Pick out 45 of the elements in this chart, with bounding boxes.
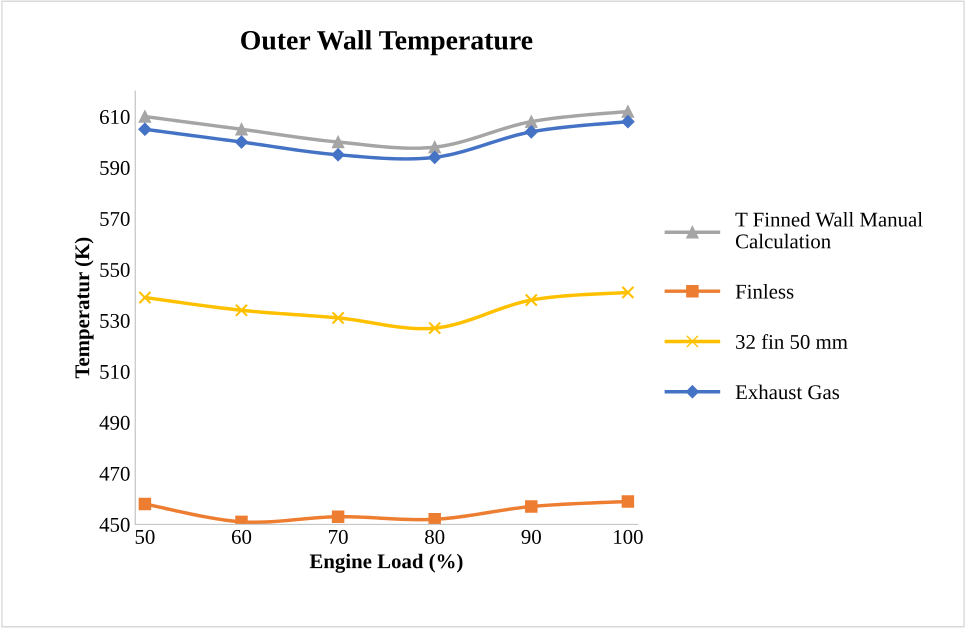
y-tick-label: 570 [100, 212, 130, 226]
x-tick-label: 60 [232, 530, 252, 544]
x-tick-label: 50 [136, 530, 155, 544]
legend-label: T Finned Wall Manual Calculation [735, 212, 923, 248]
point [524, 293, 538, 307]
point [138, 122, 152, 136]
y-tick-label: 550 [100, 262, 130, 277]
y-tick-label: 510 [100, 364, 130, 379]
point [332, 136, 344, 148]
y-tick-label: 530 [100, 314, 130, 328]
point [621, 286, 634, 300]
legend-label: Exhaust Gas [736, 384, 840, 400]
point [428, 513, 441, 524]
legend-label: 32 fin 50 mm [736, 334, 848, 349]
point [622, 105, 634, 118]
point [525, 500, 538, 513]
point [332, 148, 345, 162]
y-tick-label: 590 [100, 160, 130, 175]
chart-title: Outer Wall Temperature [241, 30, 532, 56]
point [524, 125, 538, 138]
point [428, 322, 442, 335]
point [622, 495, 634, 508]
x-tick-label: 90 [522, 530, 541, 544]
point [332, 311, 345, 325]
x-tick-label: 70 [329, 530, 348, 544]
point [138, 290, 152, 304]
point [332, 510, 344, 523]
x-tick-label: 100 [614, 530, 643, 544]
point [235, 123, 248, 136]
point [428, 150, 442, 164]
y-tick-label: 450 [100, 518, 130, 532]
legend-label: Finless [736, 284, 794, 299]
x-axis-title: Engine Load (%) [310, 554, 462, 573]
y-tick-label: 490 [100, 416, 130, 430]
point [138, 498, 152, 510]
point [525, 115, 538, 128]
y-tick-label: 610 [100, 110, 130, 124]
point [428, 140, 441, 154]
point [621, 115, 634, 128]
point [234, 135, 248, 149]
point [138, 110, 152, 123]
y-tick-label: 470 [100, 466, 130, 481]
y-axis-title: Temperatur (K) [74, 238, 94, 378]
x-tick-label: 80 [425, 530, 444, 544]
point [234, 304, 248, 317]
